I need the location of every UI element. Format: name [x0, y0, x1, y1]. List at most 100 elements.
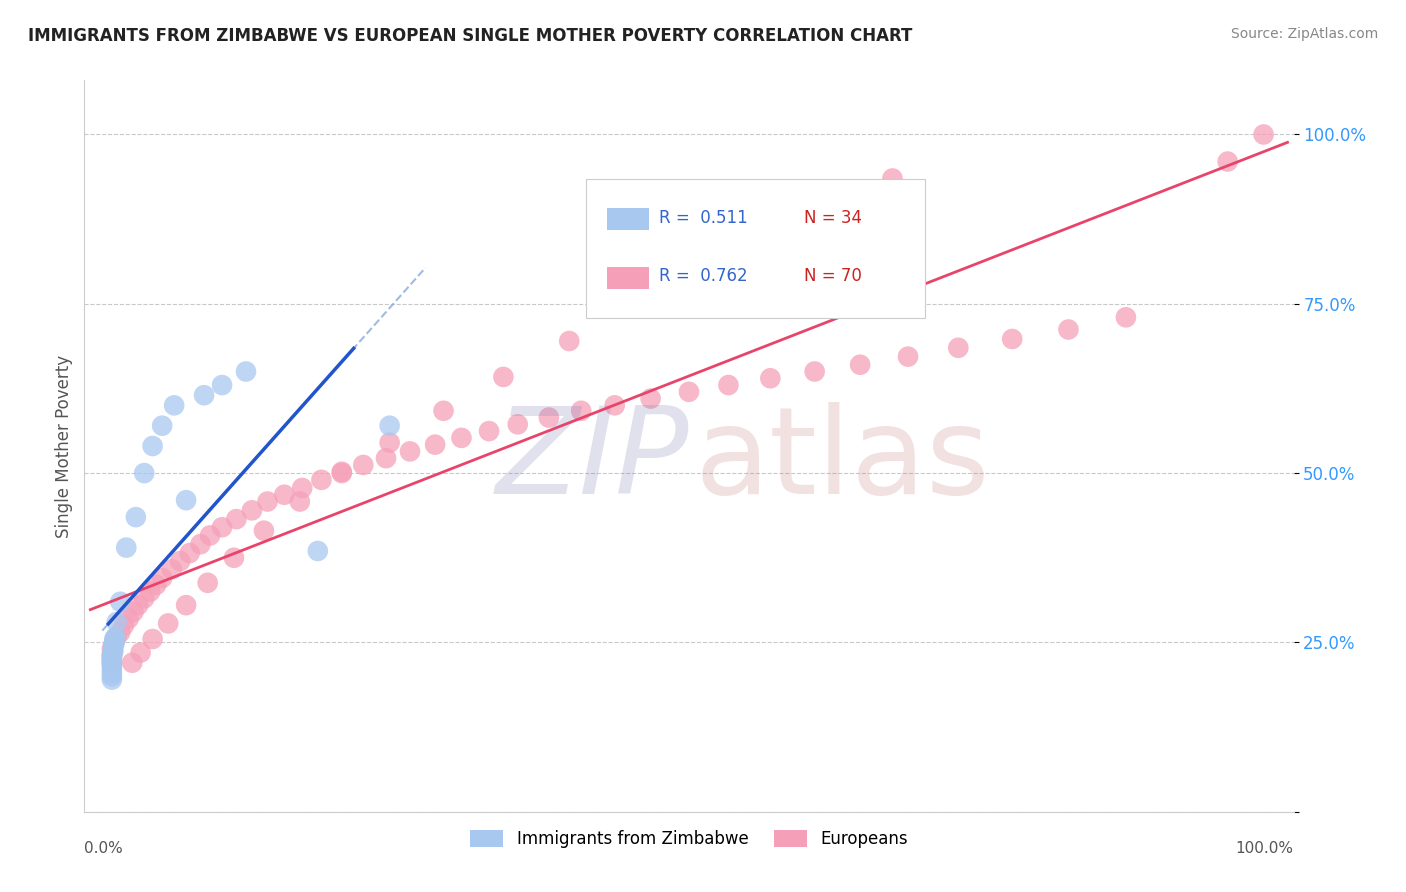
Point [174, 598, 197, 612]
Point [110, 595, 132, 609]
Point [253, 524, 276, 538]
Point [330, 465, 353, 479]
Point [121, 656, 143, 670]
Point [849, 358, 872, 372]
Bar [607, 209, 650, 230]
Text: N = 34: N = 34 [804, 209, 862, 227]
Text: atlas: atlas [695, 402, 991, 519]
Point [101, 659, 124, 673]
Point [101, 652, 124, 666]
Point [792, 215, 814, 229]
Point [157, 616, 180, 631]
Point [134, 466, 156, 480]
Point [803, 364, 825, 378]
Point [352, 458, 374, 472]
Point [707, 258, 730, 272]
Point [101, 642, 124, 657]
Point [1253, 128, 1275, 142]
Point [101, 665, 124, 680]
Text: Source: ZipAtlas.com: Source: ZipAtlas.com [1230, 27, 1378, 41]
Point [104, 630, 127, 644]
Point [103, 632, 125, 646]
Point [101, 657, 124, 671]
Point [174, 493, 197, 508]
Point [640, 392, 662, 406]
Point [330, 466, 353, 480]
Point [311, 473, 333, 487]
Point [193, 388, 215, 402]
Point [717, 378, 740, 392]
Point [375, 451, 398, 466]
Point [101, 639, 124, 653]
Point [139, 584, 162, 599]
Point [129, 646, 152, 660]
Text: N = 70: N = 70 [804, 268, 862, 285]
Point [506, 417, 529, 432]
Point [101, 646, 124, 660]
Bar [607, 267, 650, 289]
Point [125, 510, 148, 524]
Point [240, 503, 263, 517]
Point [1115, 310, 1137, 325]
Point [569, 404, 592, 418]
Point [101, 642, 124, 657]
Point [103, 634, 125, 648]
Text: IMMIGRANTS FROM ZIMBABWE VS EUROPEAN SINGLE MOTHER POVERTY CORRELATION CHART: IMMIGRANTS FROM ZIMBABWE VS EUROPEAN SIN… [28, 27, 912, 45]
Point [378, 418, 401, 433]
Text: 0.0%: 0.0% [84, 841, 124, 856]
Point [150, 418, 173, 433]
Point [678, 384, 700, 399]
Point [101, 650, 124, 665]
Point [537, 410, 560, 425]
Point [105, 630, 128, 644]
Point [101, 648, 124, 662]
Point [235, 364, 257, 378]
Point [122, 605, 145, 619]
Text: ZIP: ZIP [495, 402, 689, 519]
Point [492, 370, 515, 384]
Point [179, 546, 201, 560]
Point [169, 554, 191, 568]
Point [478, 424, 501, 438]
Point [1001, 332, 1024, 346]
Point [211, 378, 233, 392]
Point [101, 652, 124, 666]
Point [1216, 154, 1239, 169]
Point [211, 520, 233, 534]
Point [291, 481, 314, 495]
Point [222, 550, 245, 565]
Point [115, 541, 138, 555]
Point [150, 571, 173, 585]
Point [142, 632, 165, 646]
Point [288, 494, 311, 508]
Point [399, 444, 422, 458]
Point [160, 562, 183, 576]
Point [432, 404, 454, 418]
FancyBboxPatch shape [586, 179, 925, 318]
Point [603, 398, 626, 412]
Point [101, 673, 124, 687]
Point [110, 625, 132, 640]
Point [882, 171, 904, 186]
Point [101, 669, 124, 683]
Point [103, 637, 125, 651]
Text: R =  0.511: R = 0.511 [659, 209, 748, 227]
Point [112, 618, 135, 632]
Point [378, 435, 401, 450]
Point [118, 612, 141, 626]
Point [423, 437, 446, 451]
Point [101, 654, 124, 668]
Legend: Immigrants from Zimbabwe, Europeans: Immigrants from Zimbabwe, Europeans [464, 823, 914, 855]
Point [197, 575, 219, 590]
Point [134, 591, 156, 606]
Point [1057, 322, 1080, 336]
Point [198, 528, 221, 542]
Point [101, 648, 124, 663]
Text: R =  0.762: R = 0.762 [659, 268, 748, 285]
Point [190, 537, 212, 551]
Point [101, 648, 124, 662]
Point [103, 635, 125, 649]
Point [142, 439, 165, 453]
Point [897, 350, 920, 364]
Point [558, 334, 581, 348]
